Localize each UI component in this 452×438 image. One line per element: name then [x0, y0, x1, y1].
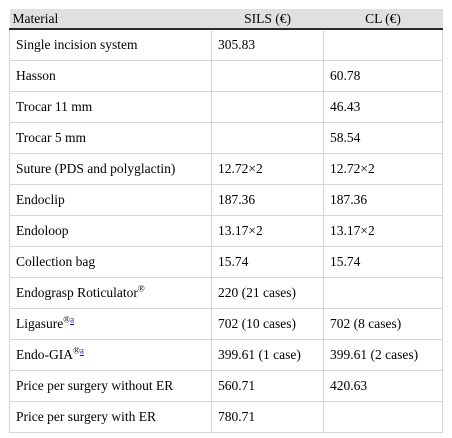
cell-material: Trocar 11 mm	[9, 91, 212, 123]
cell-material: Endo-GIA®a	[9, 339, 212, 371]
cell-material: Collection bag	[9, 246, 212, 278]
cell-sils: 780.71	[211, 401, 324, 433]
table-row: Price per surgery without ER 560.71 420.…	[9, 370, 443, 402]
cell-sils	[211, 91, 324, 123]
table-row: Endo-GIA®a 399.61 (1 case) 399.61 (2 cas…	[9, 339, 443, 371]
registered-mark: ®	[73, 345, 80, 356]
header-material: Material	[9, 9, 212, 30]
cell-sils: 12.72×2	[211, 153, 324, 185]
table-row: Endoloop 13.17×2 13.17×2	[9, 215, 443, 247]
cell-sils: 560.71	[211, 370, 324, 402]
table-row: Endoclip 187.36 187.36	[9, 184, 443, 216]
cost-comparison-table: Material SILS (€) CL (€) Single incision…	[9, 9, 443, 433]
cell-cl: 187.36	[323, 184, 443, 216]
cell-cl	[323, 401, 443, 433]
material-label: Hasson	[16, 68, 56, 83]
table-row: Trocar 5 mm 58.54	[9, 122, 443, 154]
cell-sils: 15.74	[211, 246, 324, 278]
material-label: Single incision system	[16, 37, 138, 52]
cell-sils	[211, 122, 324, 154]
registered-mark-with-note: ®a	[63, 315, 74, 325]
material-label: Trocar 5 mm	[16, 130, 86, 145]
table-row: Single incision system 305.83	[9, 29, 443, 61]
cell-cl	[323, 277, 443, 309]
cell-sils: 305.83	[211, 29, 324, 61]
material-label: Price per surgery without ER	[16, 378, 174, 393]
cell-material: Trocar 5 mm	[9, 122, 212, 154]
cell-sils: 187.36	[211, 184, 324, 216]
material-label: Endo-GIA	[16, 347, 73, 362]
cell-material: Endoclip	[9, 184, 212, 216]
cell-cl: 420.63	[323, 370, 443, 402]
cost-table-container: Material SILS (€) CL (€) Single incision…	[9, 9, 443, 433]
header-row: Material SILS (€) CL (€)	[9, 9, 443, 30]
header-cl: CL (€)	[323, 9, 443, 30]
cell-cl: 702 (8 cases)	[323, 308, 443, 340]
material-label: Ligasure	[16, 316, 64, 331]
table-row: Collection bag 15.74 15.74	[9, 246, 443, 278]
cell-cl: 13.17×2	[323, 215, 443, 247]
footnote-link[interactable]: a	[70, 314, 75, 325]
cell-cl: 46.43	[323, 91, 443, 123]
material-label: Endoclip	[16, 192, 65, 207]
material-label: Suture (PDS and polyglactin)	[16, 161, 176, 176]
material-label: Price per surgery with ER	[16, 409, 156, 424]
material-label: Trocar 11 mm	[16, 99, 93, 114]
cell-material: Hasson	[9, 60, 212, 92]
registered-mark: ®	[63, 314, 71, 325]
registered-mark: ®	[137, 283, 145, 294]
cell-sils: 13.17×2	[211, 215, 324, 247]
material-label: Endoloop	[16, 223, 69, 238]
cell-sils: 399.61 (1 case)	[211, 339, 324, 371]
material-label: Endograsp Roticulator	[16, 285, 138, 300]
table-body: Single incision system 305.83 Hasson 60.…	[9, 29, 443, 433]
cell-material: Endograsp Roticulator®	[9, 277, 212, 309]
cell-sils	[211, 60, 324, 92]
cell-material: Price per surgery without ER	[9, 370, 212, 402]
cell-cl	[323, 29, 443, 61]
cell-material: Suture (PDS and polyglactin)	[9, 153, 212, 185]
cell-sils: 220 (21 cases)	[211, 277, 324, 309]
table-row: Trocar 11 mm 46.43	[9, 91, 443, 123]
cell-material: Ligasure®a	[9, 308, 212, 340]
cell-material: Endoloop	[9, 215, 212, 247]
table-row: Ligasure®a 702 (10 cases) 702 (8 cases)	[9, 308, 443, 340]
cell-material: Single incision system	[9, 29, 212, 61]
material-label: Collection bag	[16, 254, 96, 269]
table-header: Material SILS (€) CL (€)	[9, 9, 443, 30]
cell-material: Price per surgery with ER	[9, 401, 212, 433]
cell-cl: 15.74	[323, 246, 443, 278]
table-row: Hasson 60.78	[9, 60, 443, 92]
footnote-link[interactable]: a	[79, 345, 84, 356]
table-row: Suture (PDS and polyglactin) 12.72×2 12.…	[9, 153, 443, 185]
cell-cl: 12.72×2	[323, 153, 443, 185]
cell-cl: 399.61 (2 cases)	[323, 339, 443, 371]
header-sils: SILS (€)	[211, 9, 324, 30]
cell-sils: 702 (10 cases)	[211, 308, 324, 340]
cell-cl: 60.78	[323, 60, 443, 92]
registered-mark-with-note: ®a	[73, 346, 84, 356]
table-row: Price per surgery with ER 780.71	[9, 401, 443, 433]
table-row: Endograsp Roticulator® 220 (21 cases)	[9, 277, 443, 309]
cell-cl: 58.54	[323, 122, 443, 154]
